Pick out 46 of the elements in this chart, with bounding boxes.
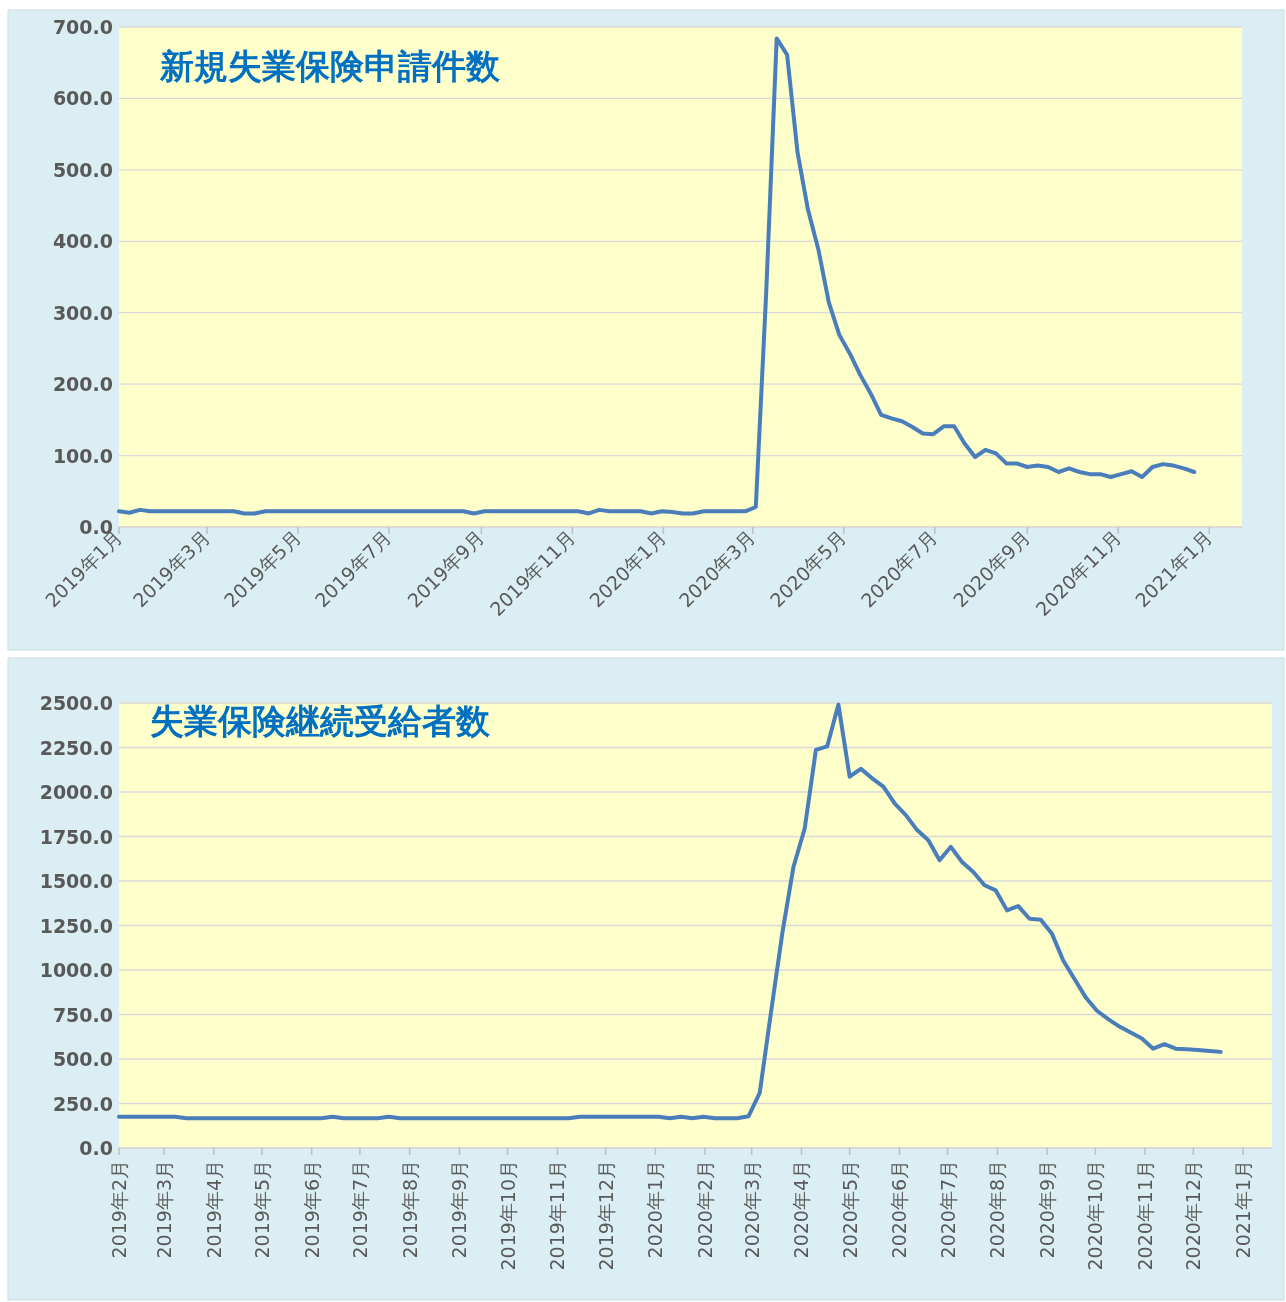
y-tick-label: 2000.0: [39, 781, 113, 803]
y-tick-label: 500.0: [52, 1048, 113, 1070]
y-tick-label: 1000.0: [39, 959, 113, 981]
x-tick-label: 2021年1月: [1232, 1160, 1255, 1259]
y-tick-label: 2250.0: [39, 736, 113, 759]
y-tick-label: 1750.0: [39, 825, 113, 848]
y-tick-label: 1500.0: [39, 870, 113, 892]
x-tick-label: 2019年8月: [398, 1160, 421, 1259]
x-tick-label: 2020年7月: [936, 1160, 959, 1259]
y-tick-label: 200.0: [52, 373, 113, 396]
x-tick-label: 2020年11月: [1134, 1160, 1157, 1271]
y-tick-label: 600.0: [52, 87, 113, 110]
y-tick-label: 300.0: [52, 301, 113, 324]
x-tick-label: 2020年10月: [1084, 1160, 1107, 1271]
x-tick-label: 2020年2月: [694, 1160, 717, 1259]
x-tick-label: 2019年10月: [496, 1160, 519, 1271]
x-tick-label: 2019年5月: [250, 1160, 273, 1259]
x-tick-label: 2020年3月: [740, 1160, 763, 1259]
x-tick-label: 2019年12月: [594, 1160, 617, 1271]
y-tick-label: 100.0: [52, 444, 113, 467]
text: 新規失業保険申請件数: [159, 46, 501, 86]
x-tick-label: 2019年3月: [152, 1160, 175, 1259]
x-tick-label: 2020年4月: [790, 1160, 813, 1259]
x-tick-label: 2019年6月: [300, 1160, 323, 1259]
x-tick-label: 2020年5月: [838, 1160, 861, 1259]
x-tick-label: 2019年9月: [448, 1160, 471, 1259]
y-tick-label: 1250.0: [39, 914, 113, 937]
x-tick-label: 2019年7月: [348, 1160, 371, 1259]
x-tick-label: 2019年11月: [546, 1160, 569, 1271]
line-series: [117, 36, 1197, 516]
y-tick-label: 0.0: [79, 1137, 113, 1159]
y-tick-label: 400.0: [52, 230, 113, 253]
y-tick-label: 250.0: [52, 1092, 113, 1115]
x-tick-label: 2020年6月: [888, 1160, 911, 1259]
x-tick-label: 2019年4月: [202, 1160, 225, 1259]
x-tick-label: 2020年1月: [644, 1160, 667, 1259]
x-tick-label: 2020年8月: [986, 1160, 1009, 1259]
y-tick-label: 700.0: [52, 16, 113, 38]
x-tick-label: 2019年2月: [108, 1160, 130, 1259]
x-tick-label: 2020年9月: [1036, 1160, 1059, 1259]
chart-title: 失業保険継続受給者数: [150, 701, 491, 741]
line-series: [117, 702, 1223, 1121]
y-tick-label: 500.0: [52, 158, 113, 181]
y-tick-label: 2500.0: [39, 692, 113, 714]
x-tick-label: 2020年12月: [1182, 1160, 1205, 1271]
y-tick-label: 750.0: [52, 1003, 113, 1026]
